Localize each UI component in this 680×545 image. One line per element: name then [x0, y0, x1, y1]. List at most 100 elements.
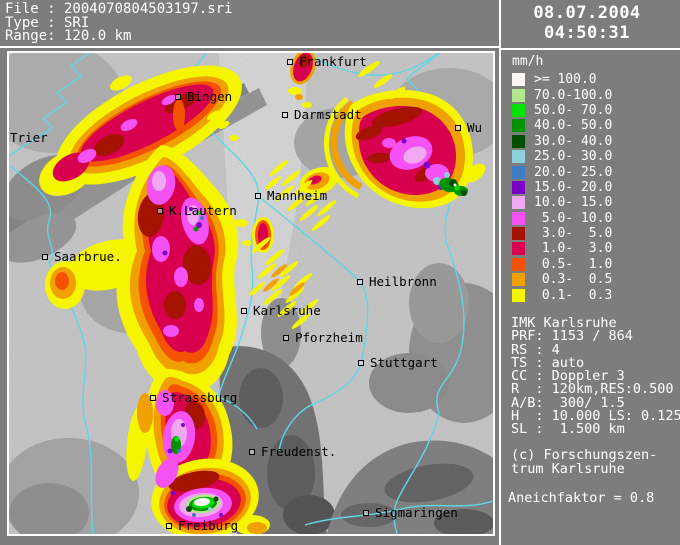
city-label: Stuttgart — [370, 355, 438, 370]
precip-band-northwest — [39, 65, 242, 196]
city-label: Heilbronn — [369, 274, 437, 289]
river-danube — [304, 500, 493, 526]
radar-parameters: IMK Karlsruhe PRF: 1153 / 864 RS : 4 TS … — [511, 315, 680, 438]
calibration-factor: Aneichfaktor = 0.8 — [508, 490, 655, 506]
city-label: Karlsruhe — [253, 303, 321, 318]
datetime-divider — [501, 48, 680, 50]
river-kinzig — [220, 397, 258, 430]
radar-map-graphic — [9, 53, 493, 534]
legend-swatch — [512, 211, 525, 225]
legend-swatch — [512, 242, 525, 256]
precip-cell-frankfurt — [288, 53, 316, 108]
city-marker-icon — [358, 360, 364, 366]
border-west — [9, 164, 94, 534]
date-text: 08.07.2004 — [533, 3, 641, 23]
rainrate-legend: mm/h >= 100.0 70.0-100.0 50.0- 70.0 40.0… — [512, 54, 612, 303]
legend-swatch — [512, 288, 525, 302]
city-label: Freiburg — [178, 518, 239, 533]
legend-row: 50.0- 70.0 — [512, 103, 612, 118]
info-line: SL : 1.500 km — [511, 421, 625, 438]
datetime-panel: 08.07.2004 04:50:31 — [502, 3, 672, 43]
city-marker-icon — [255, 193, 261, 199]
city-marker-icon — [249, 449, 255, 455]
header-divider — [0, 46, 500, 48]
legend-row: 25.0- 30.0 — [512, 149, 612, 164]
city-marker-icon — [455, 125, 461, 131]
city-label: Darmstadt — [294, 107, 362, 122]
city-marker-icon — [357, 279, 363, 285]
info-line: CC : Doppler 3 — [511, 368, 625, 385]
city-marker-icon — [42, 254, 48, 260]
city-marker-icon — [150, 395, 156, 401]
legend-row: 0.3- 0.5 — [512, 272, 612, 287]
city-label: Pforzheim — [295, 330, 363, 345]
city-marker-icon — [157, 208, 163, 214]
info-line: IMK Karlsruhe — [511, 315, 617, 331]
radar-map: Trier Frankfurt Bingen Darmstadt Wu Mann… — [7, 51, 495, 536]
legend-swatch — [512, 119, 525, 133]
legend-row: 10.0- 15.0 — [512, 195, 612, 210]
legend-row: >= 100.0 — [512, 72, 612, 87]
legend-swatch — [512, 150, 525, 164]
legend-swatch — [512, 196, 525, 210]
precip-band-central — [45, 145, 252, 392]
file-line: File : 2004070804503197.sri — [5, 1, 233, 17]
city-marker-icon — [175, 94, 181, 100]
info-line: PRF: 1153 / 864 — [511, 328, 633, 345]
precip-region-east — [324, 61, 486, 209]
city-label: Sigmaringen — [375, 505, 458, 520]
precip-streaks-mannheim — [249, 160, 339, 329]
legend-swatch — [512, 73, 525, 87]
city-label: Wu — [467, 120, 483, 135]
city-marker-icon — [363, 510, 369, 516]
copyright-note: (c) Forschungszen- trum Karlsruhe — [511, 447, 658, 477]
info-line: R : 120km,RES:0.500 — [511, 381, 674, 398]
city-marker-icon — [283, 335, 289, 341]
river-mosel — [9, 53, 90, 157]
file-info-header: File : 2004070804503197.sri Type : SRI R… — [5, 1, 233, 45]
precip-cell-freiburg — [151, 458, 270, 534]
city-marker-icon — [287, 59, 293, 65]
legend-swatch — [512, 257, 525, 271]
legend-row: 1.0- 3.0 — [512, 241, 612, 256]
legend-swatch — [512, 103, 525, 117]
info-line: H : 10.000 LS: 0.125 — [511, 408, 680, 425]
legend-row: 40.0- 50.0 — [512, 118, 612, 133]
legend-swatch — [512, 180, 525, 194]
legend-swatch — [512, 165, 525, 179]
legend-row: 70.0-100.0 — [512, 87, 612, 103]
legend-row: 20.0- 25.0 — [512, 164, 612, 180]
info-line: TS : auto — [511, 354, 585, 371]
city-label: Freudenst. — [261, 444, 337, 459]
legend-swatch — [512, 134, 525, 148]
legend-row: 30.0- 40.0 — [512, 134, 612, 149]
river-neckar — [261, 198, 369, 452]
legend-unit-label: mm/h — [512, 54, 544, 69]
legend-row: 15.0- 20.0 — [512, 180, 612, 195]
city-label: Mannheim — [267, 188, 328, 203]
legend-swatch — [512, 88, 525, 102]
time-text: 04:50:31 — [544, 23, 630, 43]
legend-row: 0.1- 0.3 — [512, 287, 612, 303]
city-label: Saarbrue. — [54, 249, 122, 264]
info-line: RS : 4 — [511, 341, 560, 358]
panel-divider — [499, 0, 501, 545]
legend-row: 0.5- 1.0 — [512, 257, 612, 272]
legend-swatch — [512, 273, 525, 287]
city-label: Bingen — [187, 89, 233, 104]
info-line: A/B: 300/ 1.5 — [511, 394, 625, 411]
type-line: Type : SRI — [5, 14, 90, 31]
city-label: Strassburg — [162, 390, 238, 405]
city-label: K.Lautern — [169, 203, 237, 218]
legend-swatch — [512, 227, 525, 241]
city-marker-icon — [282, 112, 288, 118]
range-line: Range: 120.0 km — [5, 28, 132, 45]
city-marker-icon — [166, 523, 172, 529]
river-main — [306, 53, 440, 76]
legend-row: 3.0- 5.0 — [512, 226, 612, 241]
legend-row: 5.0- 10.0 — [512, 211, 612, 226]
city-marker-icon — [241, 308, 247, 314]
precipitation-layer — [39, 53, 486, 534]
city-label: Trier — [10, 130, 48, 145]
